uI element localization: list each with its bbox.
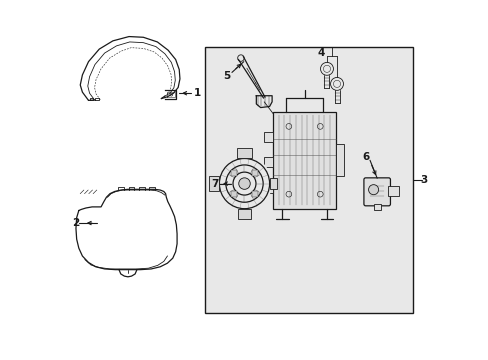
Circle shape [368,185,378,195]
Bar [264,132,273,142]
Text: 2: 2 [72,218,80,228]
Bar [230,192,236,197]
Text: 1: 1 [193,88,201,98]
Bar [273,112,335,209]
Bar [252,170,258,176]
Bar [264,183,273,193]
Bar [209,176,219,191]
Bar [335,144,343,176]
Bar [264,157,273,167]
Bar [269,178,276,189]
Bar [252,192,258,197]
Bar [373,204,380,210]
Text: 3: 3 [419,175,427,185]
Circle shape [217,157,271,211]
Text: 4: 4 [317,48,325,58]
Bar [204,47,412,313]
Text: 6: 6 [362,152,369,162]
Bar [238,209,250,219]
Text: 7: 7 [211,179,218,189]
Bar [387,186,398,196]
Bar [237,148,251,158]
Circle shape [238,178,250,189]
Bar [230,170,236,176]
FancyBboxPatch shape [363,178,389,206]
Text: 5: 5 [223,71,230,81]
